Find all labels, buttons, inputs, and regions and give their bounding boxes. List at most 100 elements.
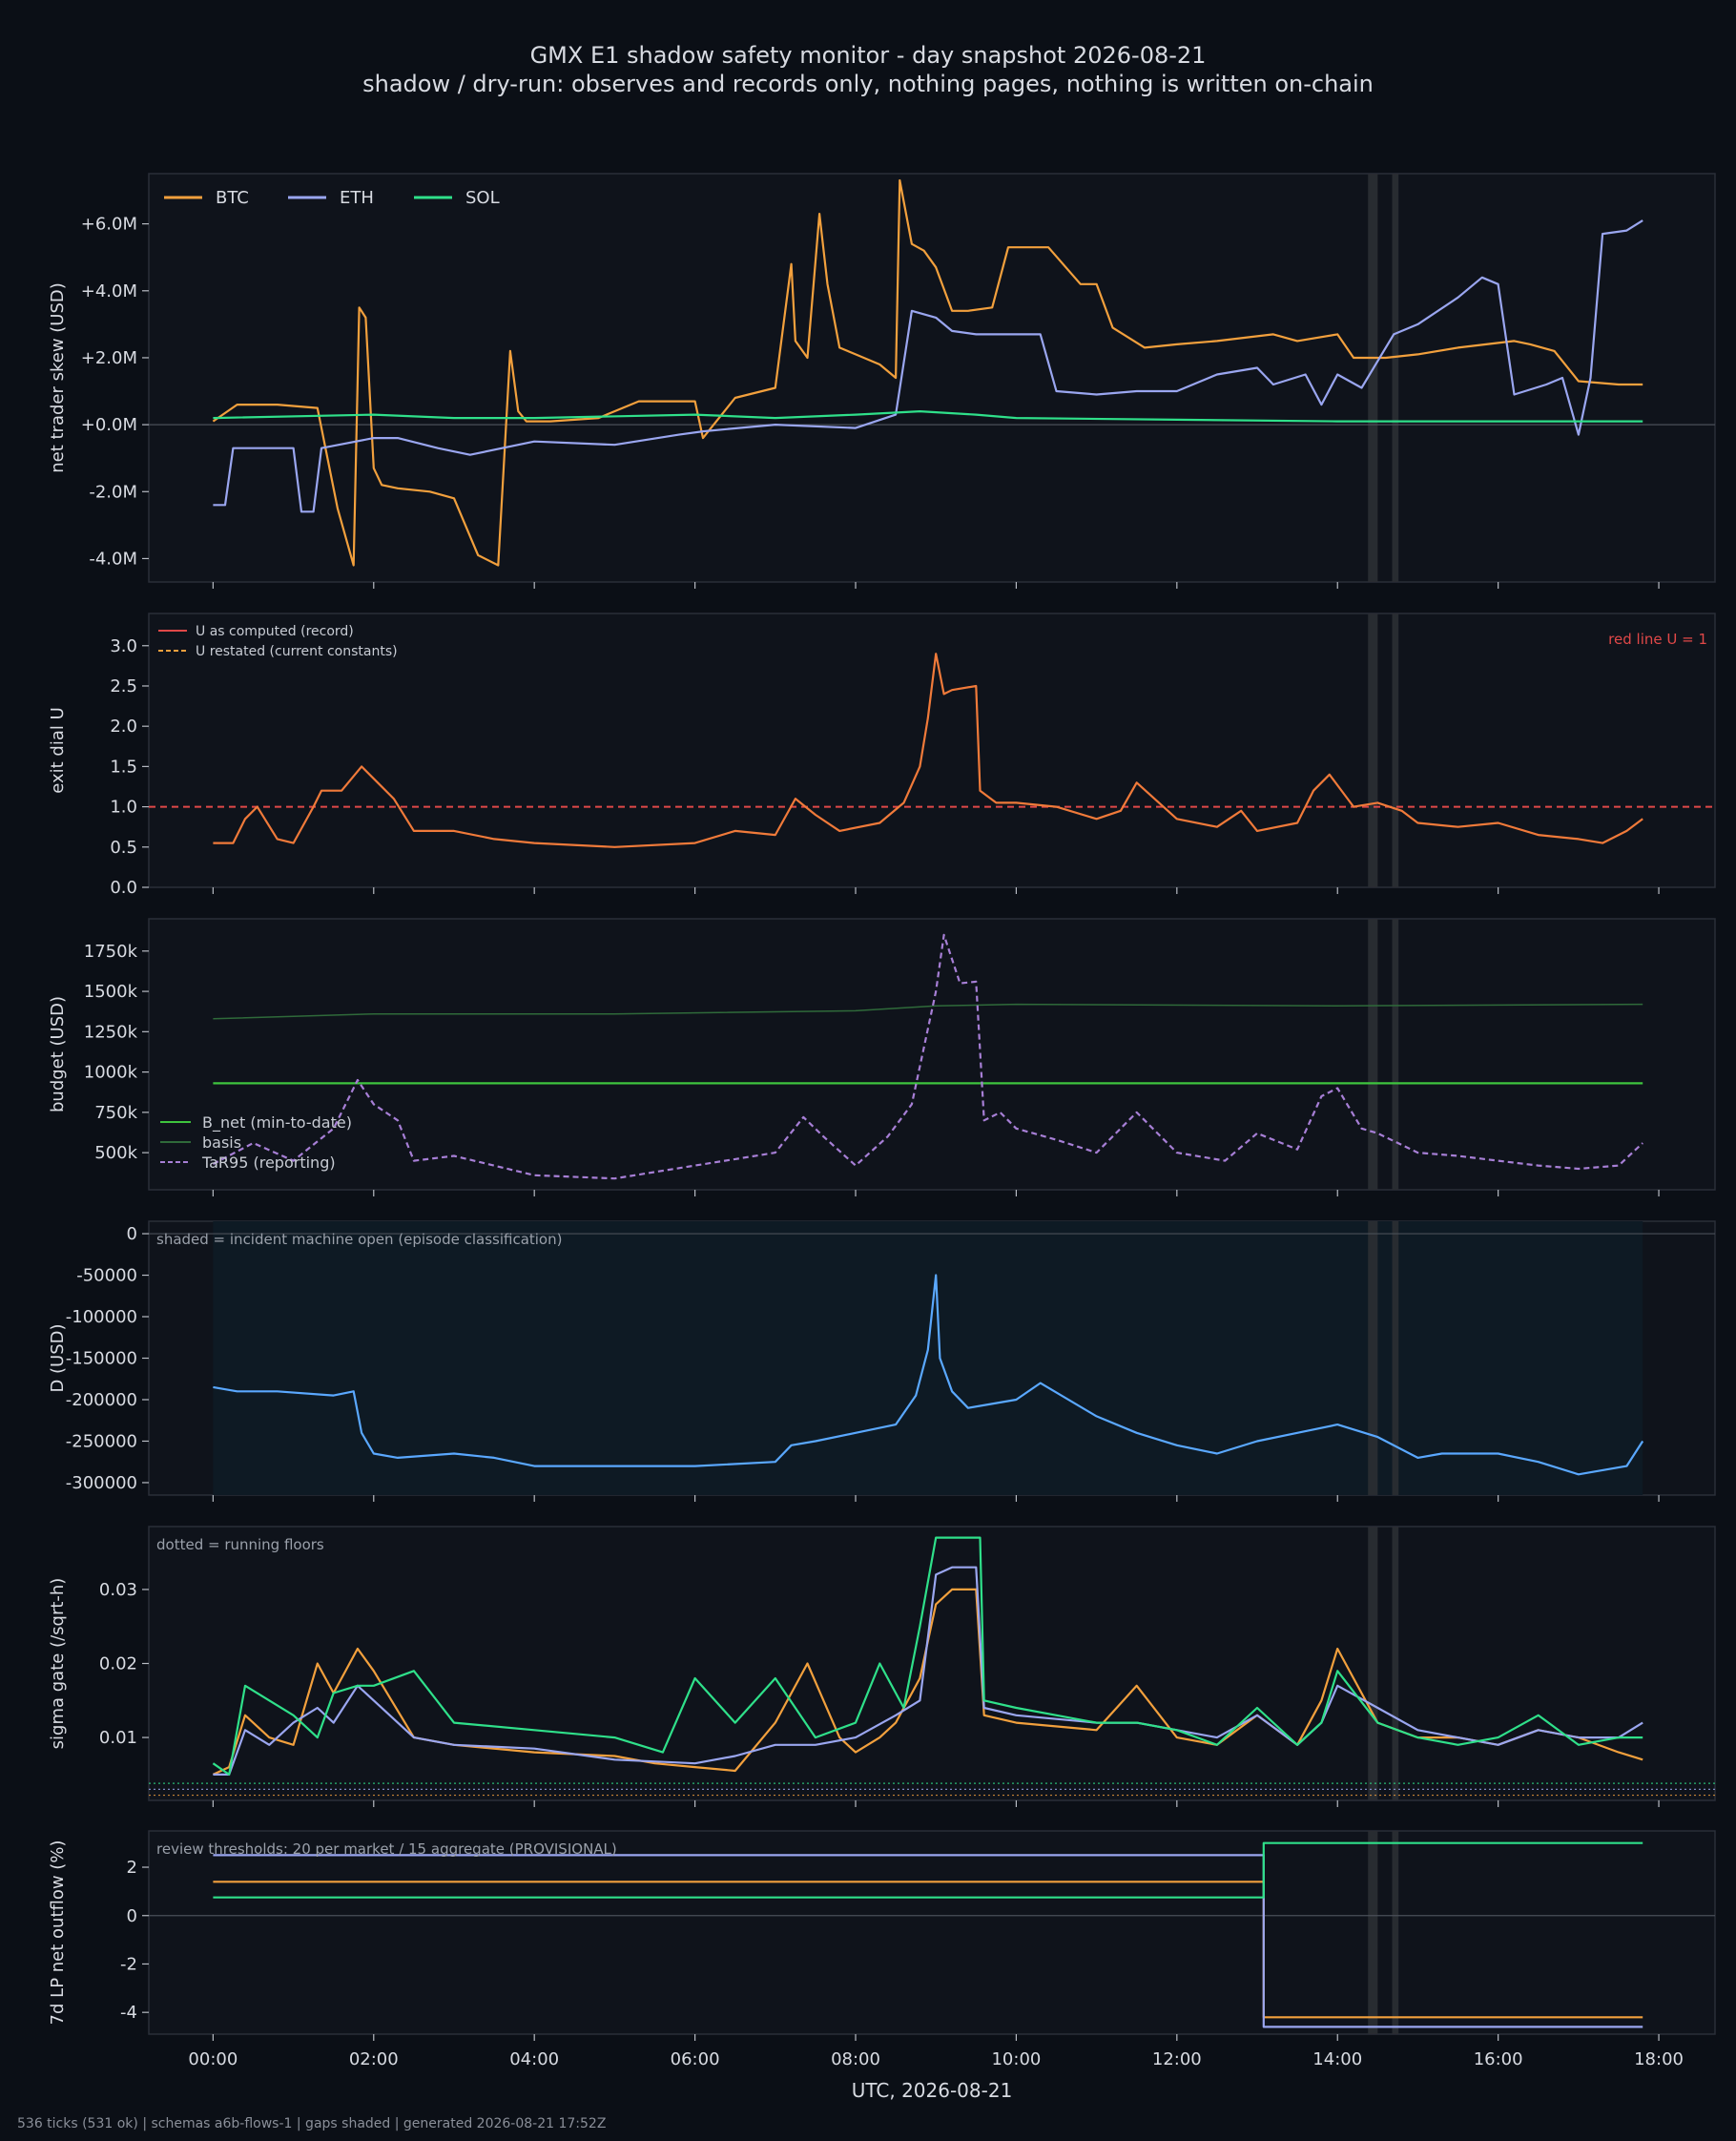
panel-outflow: -4 -2 0 2 00:00 02:00 04:00 06:00 08:00 10:00 12:0… xyxy=(48,1830,1716,2102)
x-tick-label: 06:00 xyxy=(671,2049,720,2069)
x-tick-label: 02:00 xyxy=(349,2049,399,2069)
y-tick-label: 500k xyxy=(94,1143,137,1163)
x-tick-label: 12:00 xyxy=(1152,2049,1202,2069)
y-tick-label: -50000 xyxy=(76,1266,137,1286)
legend-label-budget-2: TaR95 (reporting) xyxy=(201,1154,336,1172)
incident-shade xyxy=(213,1221,1643,1495)
y-tick-label: -250000 xyxy=(66,1431,137,1451)
series-line-skew-btc xyxy=(212,178,1643,567)
plot-area-budget xyxy=(148,918,1716,1191)
series-line-budget-basis xyxy=(213,1003,1643,1020)
y-tick-label: 1.0 xyxy=(110,798,137,818)
y-tick-label: 1750k xyxy=(84,942,138,962)
x-tick-label: 08:00 xyxy=(831,2049,880,2069)
y-axis-label: exit dial U xyxy=(48,707,68,794)
y-tick-label: 2.0 xyxy=(110,717,137,737)
footer-status: 536 ticks (531 ok) | schemas a6b-flows-1… xyxy=(17,2116,606,2131)
y-tick-label: -100000 xyxy=(66,1307,137,1327)
series-line-sigma-eth xyxy=(213,1566,1643,1777)
x-tick-label: 10:00 xyxy=(991,2049,1041,2069)
gap-band-0 xyxy=(1368,613,1378,887)
y-tick-label: +4.0M xyxy=(81,281,137,301)
y-tick-label: -4 xyxy=(120,2003,137,2023)
x-tick-label: 04:00 xyxy=(509,2049,559,2069)
x-tick-label: 16:00 xyxy=(1474,2049,1523,2069)
series-line-skew-sol xyxy=(213,410,1643,423)
panel-annotation: shaded = incident machine open (episode … xyxy=(156,1231,562,1248)
gap-band-0 xyxy=(1368,1527,1378,1800)
series-line-sigma-sol xyxy=(212,1536,1643,1777)
y-tick-label: +0.0M xyxy=(81,415,137,435)
y-tick-label: 0.0 xyxy=(110,878,137,898)
figure-title: GMX E1 shadow safety monitor - day snaps… xyxy=(530,42,1207,69)
x-axis-label: UTC, 2026-08-21 xyxy=(852,2079,1013,2102)
y-tick-label: +6.0M xyxy=(81,215,137,235)
series-line-udial-u-as-computed-record- xyxy=(213,653,1643,848)
y-tick-label: -200000 xyxy=(66,1390,137,1410)
plot-area-udial xyxy=(148,613,1716,888)
y-axis-label: sigma gate (/sqrt-h) xyxy=(48,1578,68,1750)
y-tick-label: -4.0M xyxy=(89,549,137,569)
gap-band-1 xyxy=(1392,174,1399,582)
y-tick-label: 1000k xyxy=(84,1063,138,1083)
y-axis-label: budget (USD) xyxy=(48,996,68,1112)
panel-udial: 0.0 0.5 1.0 1.5 2.0 2.5 3.0 exit dial U red line… xyxy=(48,613,1716,898)
legend-label-u-1: U restated (current constants) xyxy=(196,644,398,659)
x-tick-label: 14:00 xyxy=(1312,2049,1362,2069)
y-tick-label: 0.01 xyxy=(99,1728,137,1748)
gap-band-1 xyxy=(1392,1831,1399,2034)
y-tick-label: 1500k xyxy=(84,982,138,1002)
x-tick-label: 18:00 xyxy=(1634,2049,1684,2069)
legend-label-btc: BTC xyxy=(216,188,249,208)
y-tick-label: 0.5 xyxy=(110,838,137,858)
legend-label-budget-0: B_net (min-to-date) xyxy=(202,1113,352,1133)
y-tick-label: 1.5 xyxy=(110,757,137,777)
annotation-red-line: red line U = 1 xyxy=(1608,631,1707,648)
panel-skew: -4.0M -2.0M +0.0M +2.0M +4.0M +6.0M net trader… xyxy=(48,173,1716,589)
series-line-skew-eth xyxy=(213,219,1643,513)
gap-band-1 xyxy=(1392,919,1399,1190)
gap-band-0 xyxy=(1368,174,1378,582)
series-line-outflow-eth xyxy=(213,1854,1643,2028)
legend-label-sol: SOL xyxy=(465,188,500,208)
gap-band-0 xyxy=(1368,1831,1378,2034)
gap-band-0 xyxy=(1368,919,1378,1190)
x-tick-label: 00:00 xyxy=(188,2049,238,2069)
figure-subtitle: shadow / dry-run: observes and records o… xyxy=(362,71,1374,97)
y-tick-label: 1250k xyxy=(84,1022,138,1042)
y-tick-label: -2.0M xyxy=(89,482,137,502)
y-tick-label: -2 xyxy=(120,1954,137,1974)
legend-label-u-0: U as computed (record) xyxy=(196,624,354,639)
y-tick-label: 2 xyxy=(127,1858,137,1878)
y-axis-label: net trader skew (USD) xyxy=(48,282,68,473)
y-tick-label: -300000 xyxy=(66,1473,137,1493)
gap-band-0 xyxy=(1368,1221,1378,1495)
plot-area-outflow xyxy=(148,1830,1716,2035)
y-axis-label: D (USD) xyxy=(48,1323,68,1392)
gap-band-1 xyxy=(1392,1527,1399,1800)
panel-sigma: 0.01 0.02 0.03 sigma gate (/sqrt-h) dotted =… xyxy=(48,1526,1716,1807)
y-tick-label: 0.02 xyxy=(99,1654,137,1674)
legend-label-eth: ETH xyxy=(340,188,374,208)
plot-area-sigma xyxy=(148,1526,1716,1801)
y-tick-label: 0.03 xyxy=(99,1580,137,1600)
series-line-budget-tar95-reporting- xyxy=(212,933,1643,1180)
y-tick-label: 2.5 xyxy=(110,676,137,696)
gap-band-1 xyxy=(1392,1221,1399,1495)
y-tick-label: 750k xyxy=(94,1103,137,1123)
y-tick-label: 0 xyxy=(127,1906,137,1926)
y-axis-label: 7d LP net outflow (%) xyxy=(48,1840,68,2026)
y-tick-label: 3.0 xyxy=(110,636,137,656)
y-tick-label: 0 xyxy=(127,1224,137,1244)
panel-annotation: review thresholds: 20 per market / 15 ag… xyxy=(156,1840,617,1858)
chart-panels: -4.0M -2.0M +0.0M +2.0M +4.0M +6.0M net trader… xyxy=(48,173,1716,2102)
series-line-sigma-btc xyxy=(212,1588,1643,1776)
gap-band-1 xyxy=(1392,613,1399,887)
series-line-dusd-d xyxy=(213,1274,1644,1476)
panel-budget: 500k 750k 1000k 1250k 1500k 1750k budget (USD)… xyxy=(48,918,1716,1196)
panel-annotation: dotted = running floors xyxy=(156,1536,324,1553)
panel-dusd: 0 -50000 -100000 -150000 -200000 -250000 -3000… xyxy=(48,1220,1716,1502)
series-line-outflow-sol xyxy=(213,1841,1643,1899)
